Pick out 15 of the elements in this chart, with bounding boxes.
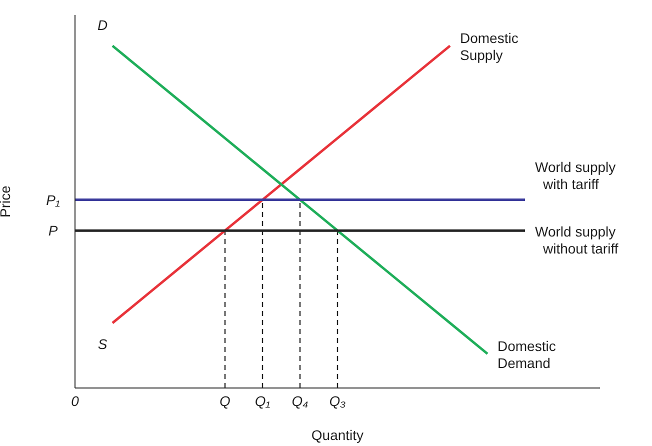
text: D (97, 16, 108, 33)
text: P (48, 222, 58, 239)
series-label: Domestic Demand (498, 338, 556, 371)
series-label: Domestic Supply (460, 30, 518, 63)
x-tick-label: Q₃ (329, 392, 346, 409)
text: P₁ (46, 192, 60, 208)
x-tick-label: Q₄ (292, 392, 309, 409)
annotation: S (98, 336, 108, 352)
x-tick-label: Q₁ (254, 392, 271, 409)
x-axis-title: Quantity (311, 427, 364, 443)
y-axis-title: Price (0, 185, 13, 218)
x-tick-label: 0 (71, 392, 80, 409)
x-tick-label: Q (220, 392, 231, 409)
series-label: World supply with tariff (535, 158, 616, 192)
series-label: World supply without tariff (535, 224, 618, 257)
